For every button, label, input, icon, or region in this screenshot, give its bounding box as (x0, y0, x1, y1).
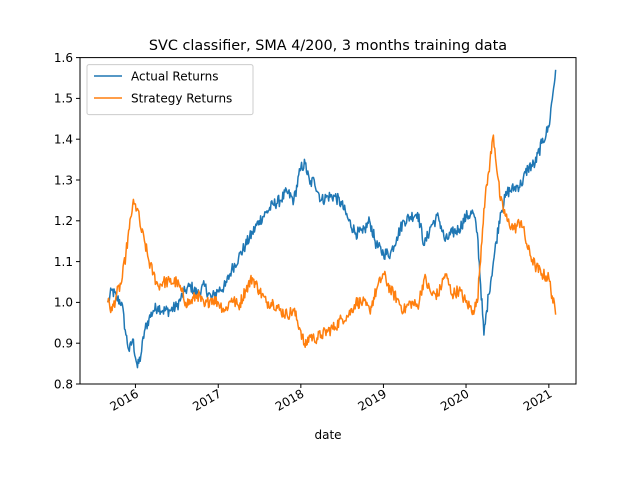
y-tick-label: 1.5 (54, 92, 73, 106)
x-axis: 2016 2017 2018 2019 2020 2021 (107, 384, 554, 414)
y-axis: 0.8 0.9 1.0 1.1 1.2 1.3 1.4 1.5 1.6 (54, 51, 80, 391)
x-axis-label: date (314, 428, 341, 442)
y-tick-label: 1.6 (54, 51, 73, 65)
legend-label-strategy-returns: Strategy Returns (131, 92, 232, 106)
x-tick-label: 2021 (521, 386, 554, 413)
y-tick-label: 1.0 (54, 296, 73, 310)
y-tick-label: 0.9 (54, 337, 73, 351)
series-line-actual-returns (107, 69, 557, 369)
x-tick-label: 2019 (355, 386, 388, 413)
x-tick-label: 2020 (438, 386, 471, 413)
legend-box (86, 64, 254, 116)
chart-title: SVC classifier, SMA 4/200, 3 months trai… (149, 38, 507, 54)
x-tick-label: 2018 (273, 386, 306, 413)
y-tick-label: 0.8 (54, 377, 73, 391)
y-tick-label: 1.2 (54, 214, 73, 228)
y-tick-label: 1.4 (54, 133, 73, 147)
y-tick-label: 1.3 (54, 173, 73, 187)
plot-area (107, 69, 557, 369)
legend: Actual Returns Strategy Returns (86, 64, 254, 116)
y-tick-label: 1.1 (54, 255, 73, 269)
x-tick-label: 2016 (107, 386, 140, 413)
x-tick-label: 2017 (190, 386, 223, 413)
legend-label-actual-returns: Actual Returns (131, 70, 218, 84)
series-line-strategy-returns (107, 134, 557, 349)
